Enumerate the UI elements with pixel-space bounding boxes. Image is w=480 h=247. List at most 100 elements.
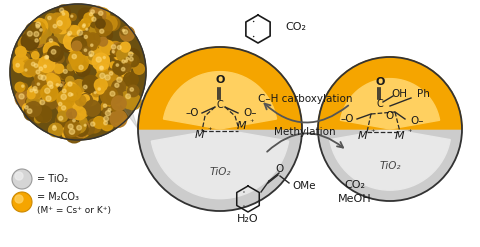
Circle shape xyxy=(83,123,89,129)
Circle shape xyxy=(97,73,108,83)
Circle shape xyxy=(47,75,60,88)
Circle shape xyxy=(76,93,90,106)
Circle shape xyxy=(98,37,108,46)
Circle shape xyxy=(63,69,67,73)
Circle shape xyxy=(113,113,125,125)
Circle shape xyxy=(72,119,86,133)
Circle shape xyxy=(38,56,55,72)
Circle shape xyxy=(15,82,25,92)
Circle shape xyxy=(15,195,23,203)
Circle shape xyxy=(60,86,72,99)
Circle shape xyxy=(65,85,81,101)
Circle shape xyxy=(12,169,32,189)
Circle shape xyxy=(18,36,34,51)
Circle shape xyxy=(117,65,123,71)
Circle shape xyxy=(100,118,110,127)
Circle shape xyxy=(46,56,48,58)
Circle shape xyxy=(35,115,42,123)
Circle shape xyxy=(32,87,38,94)
Circle shape xyxy=(106,106,116,116)
Circle shape xyxy=(122,90,138,106)
Circle shape xyxy=(98,88,100,90)
Circle shape xyxy=(83,24,85,26)
Circle shape xyxy=(107,69,118,81)
Circle shape xyxy=(120,58,130,68)
Circle shape xyxy=(93,90,99,97)
Circle shape xyxy=(114,83,124,93)
Circle shape xyxy=(96,69,113,87)
Circle shape xyxy=(15,90,32,107)
Circle shape xyxy=(45,14,57,25)
Circle shape xyxy=(127,55,139,67)
Circle shape xyxy=(44,54,53,62)
Circle shape xyxy=(120,28,128,35)
Circle shape xyxy=(74,85,84,95)
Circle shape xyxy=(46,56,48,59)
Circle shape xyxy=(84,35,87,39)
Circle shape xyxy=(36,70,40,74)
Circle shape xyxy=(128,85,139,97)
Circle shape xyxy=(100,29,104,33)
Circle shape xyxy=(39,84,55,100)
Circle shape xyxy=(82,95,89,102)
Circle shape xyxy=(59,103,72,117)
Circle shape xyxy=(85,33,100,47)
Circle shape xyxy=(45,58,60,73)
Circle shape xyxy=(36,27,48,39)
Circle shape xyxy=(15,172,23,180)
Circle shape xyxy=(84,49,87,51)
Circle shape xyxy=(61,106,66,110)
Circle shape xyxy=(54,64,64,73)
Circle shape xyxy=(134,62,141,69)
Circle shape xyxy=(24,60,40,75)
Circle shape xyxy=(101,71,119,88)
Circle shape xyxy=(84,100,100,116)
Text: C: C xyxy=(216,100,223,110)
Circle shape xyxy=(96,19,112,36)
Text: (M⁺ = Cs⁺ or K⁺): (M⁺ = Cs⁺ or K⁺) xyxy=(37,206,111,214)
Circle shape xyxy=(99,24,110,35)
Circle shape xyxy=(125,96,135,105)
Circle shape xyxy=(31,61,44,73)
Circle shape xyxy=(56,113,69,126)
Circle shape xyxy=(42,92,59,109)
Text: CO₂: CO₂ xyxy=(285,22,306,32)
Circle shape xyxy=(89,51,94,56)
Circle shape xyxy=(70,113,84,128)
Circle shape xyxy=(30,89,33,92)
Circle shape xyxy=(23,42,32,50)
Circle shape xyxy=(18,60,27,70)
Circle shape xyxy=(35,39,38,42)
Circle shape xyxy=(113,74,130,90)
Circle shape xyxy=(65,28,78,41)
Circle shape xyxy=(82,47,91,55)
Circle shape xyxy=(87,10,97,21)
Circle shape xyxy=(97,63,109,76)
Circle shape xyxy=(91,122,95,126)
Circle shape xyxy=(79,21,88,30)
Circle shape xyxy=(57,16,70,29)
Circle shape xyxy=(54,31,60,37)
Circle shape xyxy=(56,116,67,126)
Circle shape xyxy=(29,60,41,72)
Circle shape xyxy=(53,17,70,34)
Circle shape xyxy=(31,33,40,42)
Circle shape xyxy=(48,16,51,20)
Circle shape xyxy=(70,57,78,66)
Wedge shape xyxy=(151,129,288,199)
Circle shape xyxy=(48,46,63,62)
Circle shape xyxy=(117,45,121,49)
Circle shape xyxy=(71,94,73,96)
Circle shape xyxy=(98,64,107,73)
Circle shape xyxy=(79,81,87,88)
Circle shape xyxy=(84,27,91,33)
Circle shape xyxy=(108,108,111,111)
Circle shape xyxy=(104,121,108,125)
Circle shape xyxy=(121,67,125,71)
Circle shape xyxy=(81,23,89,32)
Text: M: M xyxy=(237,121,247,131)
Wedge shape xyxy=(138,129,302,211)
Circle shape xyxy=(83,22,100,40)
Circle shape xyxy=(44,78,60,94)
Circle shape xyxy=(27,95,41,109)
